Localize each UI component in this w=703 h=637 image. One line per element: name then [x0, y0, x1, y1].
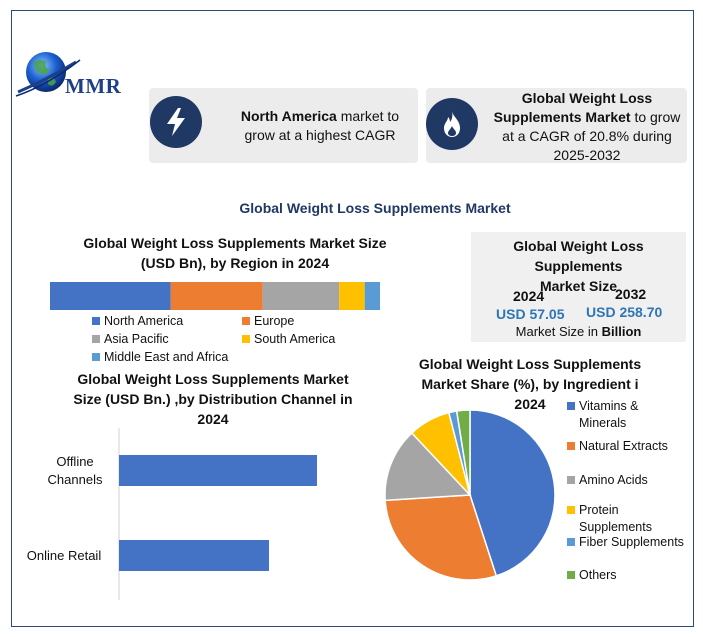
legend-swatch: [92, 317, 100, 325]
legend-label: Fiber Supplements: [579, 535, 684, 549]
main-title: Global Weight Loss Supplements Market: [239, 200, 511, 216]
legend-label: Middle East and Africa: [104, 350, 229, 364]
legend-label: South America: [254, 332, 336, 346]
distribution-bar-chart: [118, 428, 317, 600]
region-chart-title: Global Weight Loss Supplements Market Si…: [83, 235, 387, 271]
legend-swatch: [567, 538, 575, 546]
online-retail-label: Online Retail: [26, 548, 102, 563]
legend-label: Protein Supplements: [579, 503, 652, 534]
lightning-bolt-icon: [150, 96, 202, 148]
market-size-box: Global Weight Loss Supplements Market Si…: [471, 232, 686, 342]
legend-swatch: [567, 442, 575, 450]
legend-label: Amino Acids: [579, 473, 648, 487]
region-legend: North America Europe Asia Pacific South Ame…: [92, 314, 392, 366]
region-segment-europe: [170, 282, 263, 310]
pie-slice-natural-extracts: [384, 494, 498, 581]
pie-slice-amino-acids: [384, 431, 472, 502]
legend-swatch: [567, 476, 575, 484]
ingredient-legend-item-vitamins-minerals: Vitamins & Minerals: [567, 398, 639, 432]
region-segment-south-america: [339, 282, 365, 310]
card-left-bold: North America: [240, 108, 337, 124]
card-right-bold2: Supplements Market: [493, 109, 631, 125]
pie-slice-vitamins-minerals: [469, 409, 556, 577]
value-2032: USD 258.70: [586, 304, 663, 320]
logo-text: MMR: [65, 74, 122, 98]
ingredient-pie-chart: [384, 409, 556, 581]
cagr-card: Global Weight Loss Supplements Market to…: [426, 88, 687, 163]
distribution-chart-title: Global Weight Loss Supplements Market Si…: [73, 371, 353, 427]
legend-swatch: [567, 506, 575, 514]
region-segment-middle-east-and-africa: [364, 282, 380, 310]
ingredient-legend-item-others: Others: [567, 567, 617, 584]
region-legend-item-north-america: North America: [92, 314, 183, 328]
ingredient-legend-item-amino-acids: Amino Acids: [567, 472, 648, 489]
region-stacked-bar-chart: [50, 282, 380, 310]
card-right-bold1: Global Weight Loss: [521, 90, 653, 106]
mmr-logo-globe-icon: [15, 52, 81, 97]
offline-channels-label: Offline Channels: [47, 454, 103, 487]
legend-swatch: [92, 353, 100, 361]
legend-swatch: [242, 335, 250, 343]
pie-slice-others: [455, 409, 471, 496]
ingredient-legend-item-protein-supplements: Protein Supplements: [567, 502, 652, 536]
card-right-rest2: at a CAGR of 20.8% during: [502, 128, 672, 144]
infographic-frame: [11, 10, 694, 627]
legend-label: Others: [579, 568, 617, 582]
region-legend-item-asia-pacific: Asia Pacific: [92, 332, 169, 346]
legend-label: North America: [104, 314, 184, 328]
region-legend-item-europe: Europe: [242, 314, 294, 328]
year-2032: 2032: [615, 286, 647, 302]
region-legend-item-middle-east-and-africa: Middle East and Africa: [92, 350, 228, 364]
legend-swatch: [92, 335, 100, 343]
market-size-title: Global Weight Loss Supplements Market Si…: [513, 238, 644, 294]
bar-offline-channels: [119, 455, 317, 486]
legend-label: Europe: [254, 314, 295, 328]
card-left-rest2: grow at a highest CAGR: [244, 127, 396, 143]
ingredient-legend-item-fiber-supplements: Fiber Supplements: [567, 534, 684, 551]
ingredient-legend: Vitamins & Minerals Natural Extracts Amino …: [567, 396, 692, 591]
region-segment-asia-pacific: [262, 282, 340, 310]
legend-swatch: [567, 402, 575, 410]
legend-swatch: [242, 317, 250, 325]
legend-label: Asia Pacific: [104, 332, 169, 346]
legend-label: Natural Extracts: [579, 439, 668, 453]
legend-label: Vitamins & Minerals: [579, 399, 639, 430]
region-legend-item-south-america: South America: [242, 332, 335, 346]
card-right-rest1: to grow: [630, 109, 681, 125]
value-2024: USD 57.05: [496, 306, 565, 322]
year-2024: 2024: [513, 288, 545, 304]
region-segment-north-america: [50, 282, 171, 310]
ingredient-chart-title: Global Weight Loss Supplements Market Sh…: [418, 356, 642, 412]
legend-swatch: [567, 571, 575, 579]
card-right-rest3: 2025-2032: [553, 147, 621, 163]
flame-icon: [426, 98, 478, 150]
card-left-rest1: market to: [336, 108, 400, 124]
market-size-unit: Market Size in Billion: [515, 324, 642, 339]
north-america-card: North America market to grow at a highes…: [149, 88, 418, 163]
ingredient-legend-item-natural-extracts: Natural Extracts: [567, 438, 668, 455]
bar-online-retail: [119, 540, 269, 571]
